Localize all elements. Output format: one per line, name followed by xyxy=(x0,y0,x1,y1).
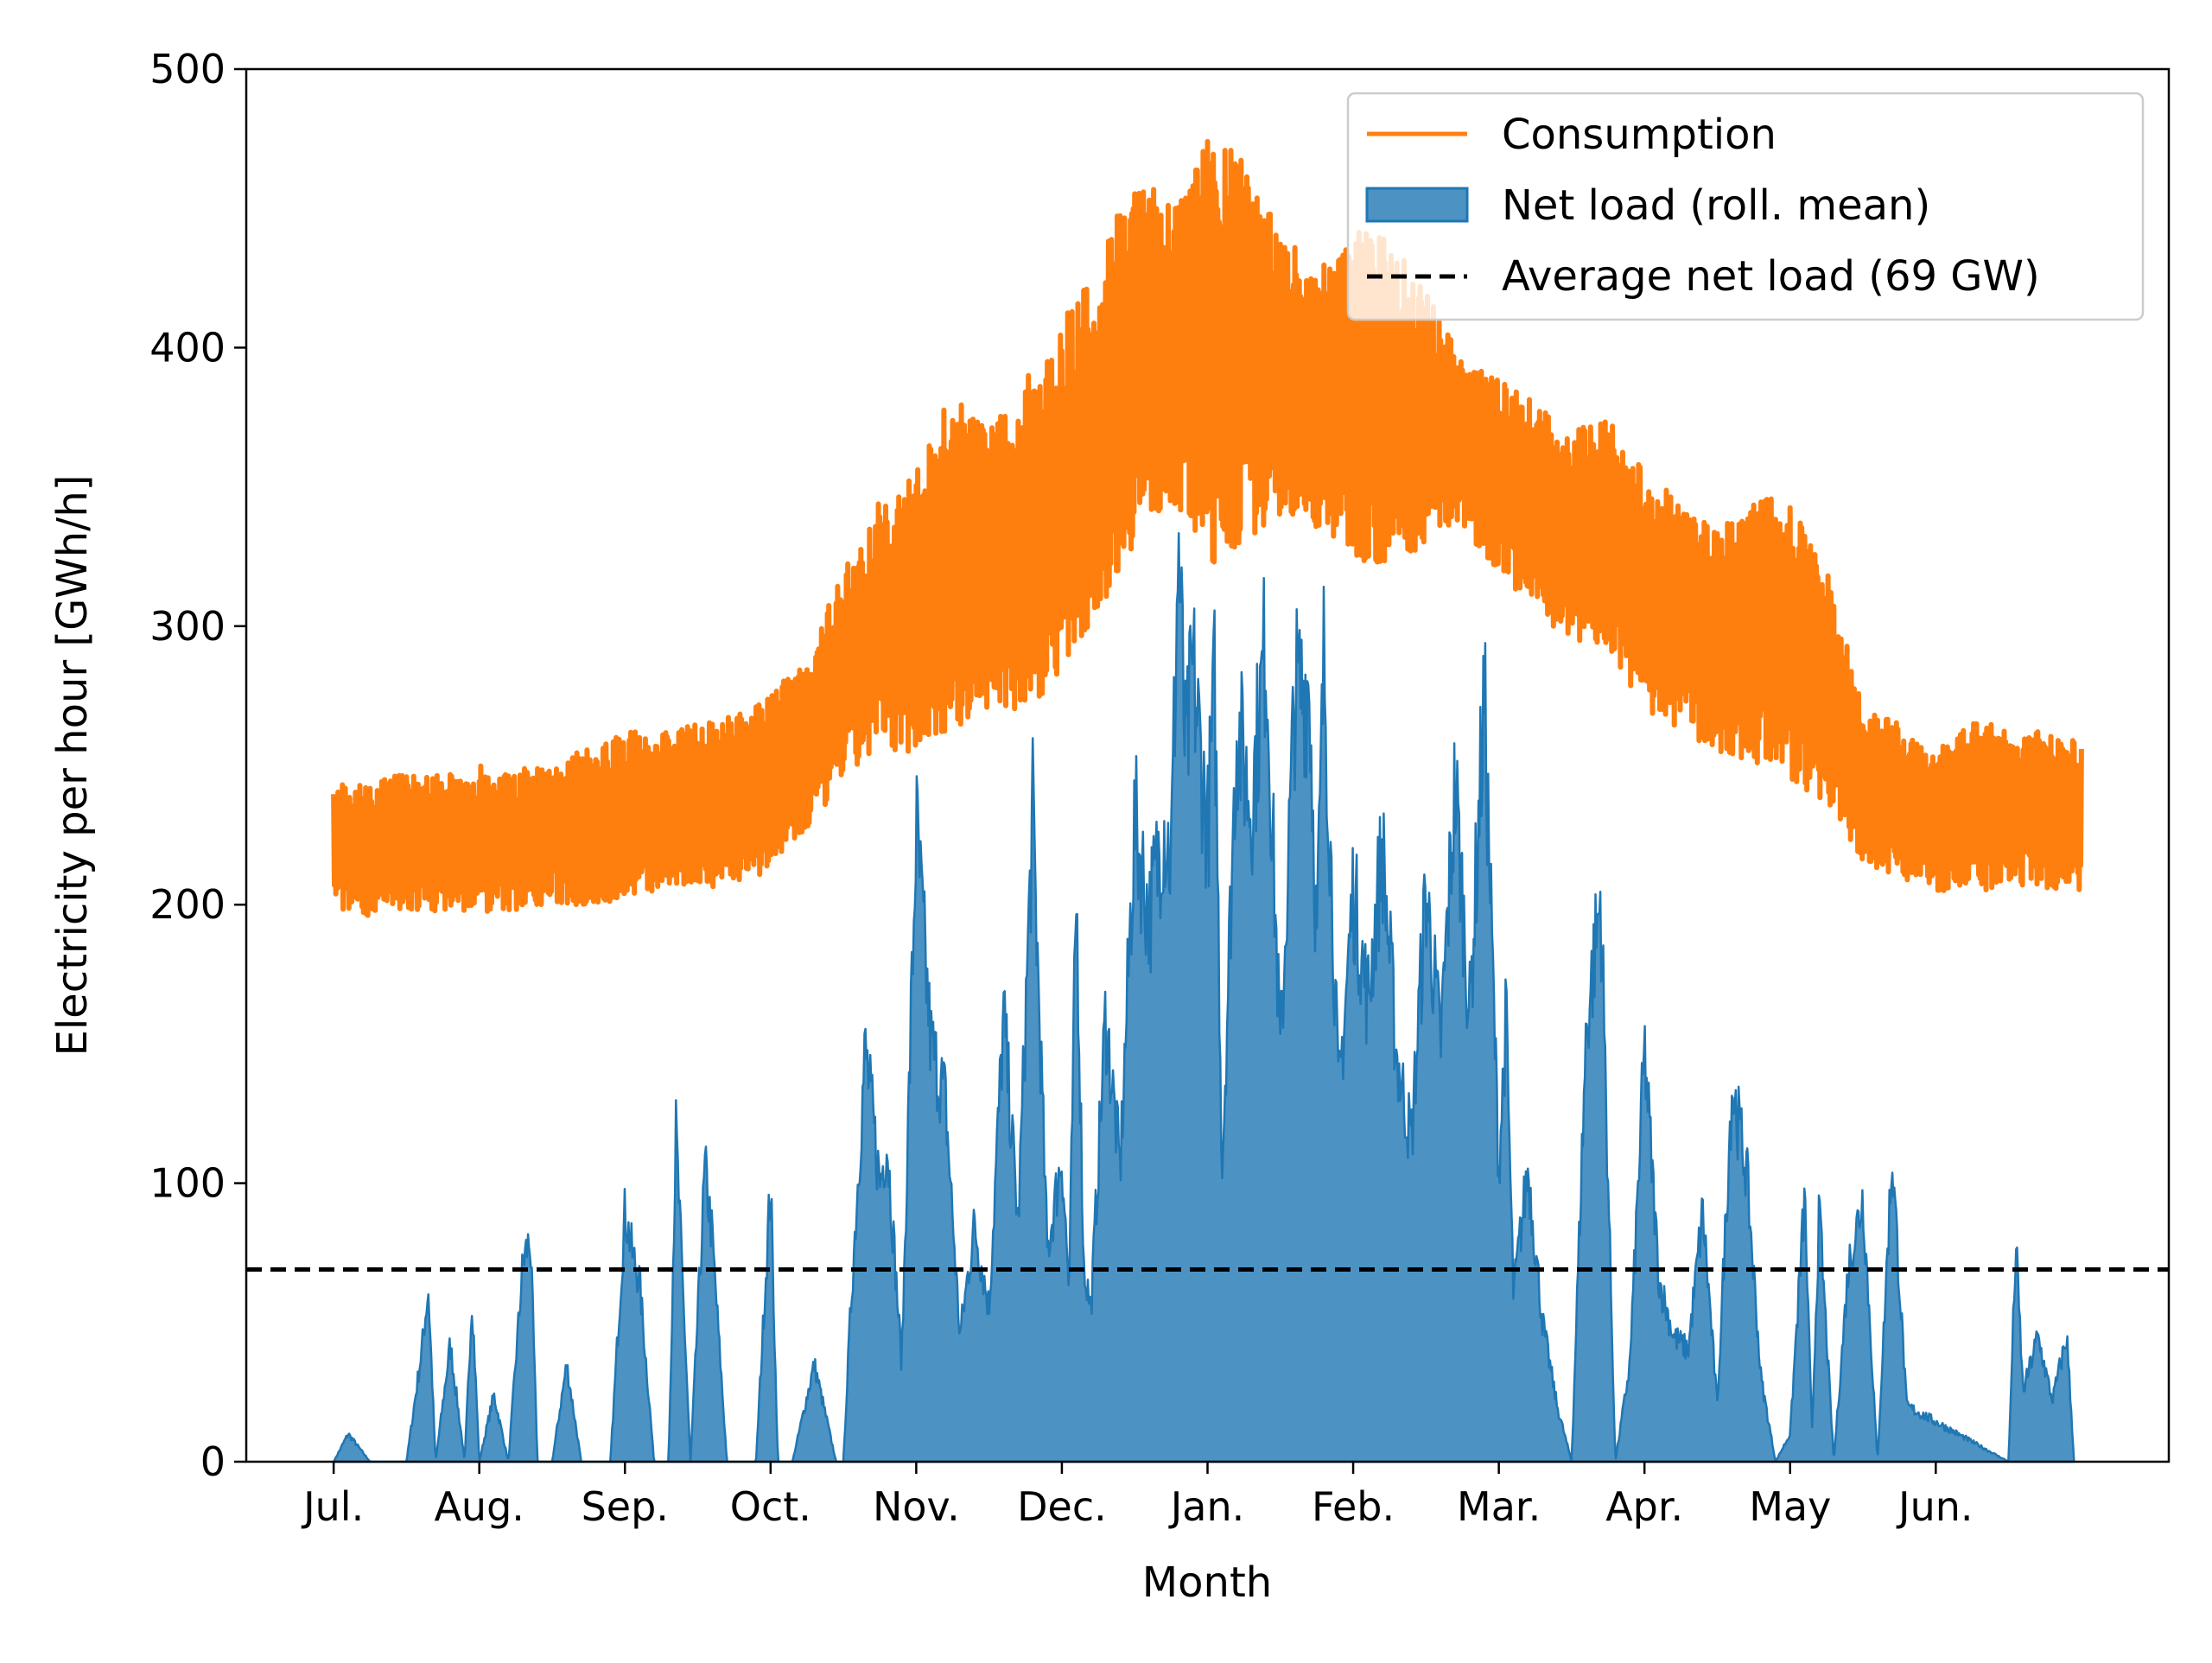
x-tick-label: Aug. xyxy=(434,1483,524,1530)
legend-label-net-load: Net load (roll. mean) xyxy=(1502,181,1930,230)
x-tick-label: Jan. xyxy=(1168,1483,1245,1530)
x-axis-title: Month xyxy=(1142,1558,1272,1607)
legend-label-consumption: Consumption xyxy=(1502,111,1777,159)
plot-layer xyxy=(246,138,2169,1463)
axes-layer: 0 100 200 300 400 500 Jul. Aug. Sep. Oct. Nov. Dec.… xyxy=(149,46,1973,1530)
net-load-area xyxy=(332,531,2075,1463)
y-tick-label: 300 xyxy=(149,603,226,650)
x-tick-label: Apr. xyxy=(1605,1483,1683,1530)
x-tick-label: Oct. xyxy=(730,1483,811,1530)
legend: Consumption Net load (roll. mean) Averag… xyxy=(1346,92,2145,321)
legend-swatch-net-load xyxy=(1365,187,1469,223)
x-tick-label: Sep. xyxy=(582,1483,669,1530)
legend-label-average: Average net load (69 GW) xyxy=(1502,252,2040,301)
x-tick-label: Feb. xyxy=(1312,1483,1395,1530)
x-tick-label: Nov. xyxy=(873,1483,960,1530)
y-tick-label: 500 xyxy=(149,46,226,92)
consumption-line xyxy=(331,138,2084,918)
x-tick-label: May xyxy=(1749,1483,1831,1530)
y-tick-label: 200 xyxy=(149,881,226,928)
x-tick-label: Mar. xyxy=(1457,1483,1541,1530)
y-tick-label: 400 xyxy=(149,324,226,371)
x-tick-label: Jul. xyxy=(301,1483,364,1530)
legend-box xyxy=(1346,92,2145,321)
y-tick-label: 0 xyxy=(200,1438,226,1485)
y-tick-label: 100 xyxy=(149,1160,226,1207)
y-axis-title: Electricity per hour [GWh/h] xyxy=(48,474,97,1056)
x-tick-label: Dec. xyxy=(1017,1483,1107,1530)
x-tick-label: Jun. xyxy=(1896,1483,1974,1530)
